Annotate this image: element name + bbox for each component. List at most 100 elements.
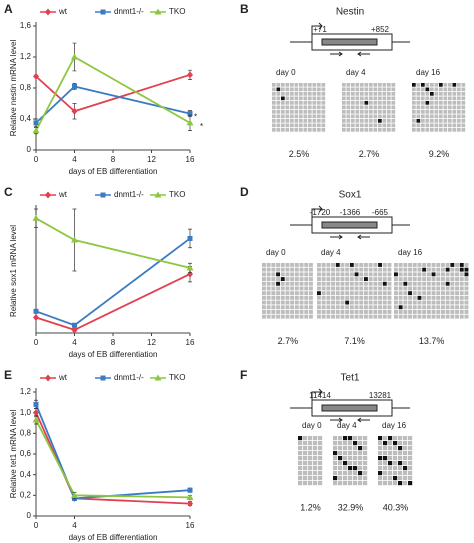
cpg-site xyxy=(464,267,469,272)
cpg-site xyxy=(382,291,387,296)
cpg-site xyxy=(317,110,321,114)
cpg-site xyxy=(378,314,382,319)
cpg-site xyxy=(290,92,294,96)
cpg-site xyxy=(464,291,469,296)
y-tick-label: 0,6 xyxy=(20,449,32,458)
data-point xyxy=(71,326,78,334)
cpg-site xyxy=(355,114,360,119)
cpg-site xyxy=(321,277,326,281)
cpg-site xyxy=(359,267,364,272)
cpg-site xyxy=(387,272,392,277)
cpg-site xyxy=(290,314,295,319)
cpg-site xyxy=(333,451,338,456)
cpg-site xyxy=(403,451,408,456)
cpg-site xyxy=(439,114,443,119)
cpg-site xyxy=(308,471,313,476)
cpg-site xyxy=(408,267,412,272)
cpg-site xyxy=(304,272,309,277)
cpg-site xyxy=(290,305,295,310)
cpg-site xyxy=(455,272,459,277)
cpg-site xyxy=(313,446,318,451)
cpg-site xyxy=(364,300,368,305)
cpg-site xyxy=(271,295,276,300)
cpg-site xyxy=(345,263,350,267)
cpg-site xyxy=(338,481,343,486)
cpg-site xyxy=(452,114,457,119)
cpg-site xyxy=(276,272,280,277)
x-tick-label: 4 xyxy=(72,155,77,164)
cpg-site xyxy=(271,267,276,272)
data-point xyxy=(33,401,39,407)
data-point xyxy=(71,53,78,60)
cpg-site xyxy=(393,446,398,451)
cpg-site xyxy=(276,128,281,132)
cpg-site xyxy=(346,123,351,128)
cpg-site xyxy=(272,119,276,123)
data-point xyxy=(186,119,194,126)
cpg-site xyxy=(431,291,436,296)
cpg-site xyxy=(363,441,368,446)
cpg-site xyxy=(280,263,285,267)
cpg-site xyxy=(387,114,391,119)
cpg-site xyxy=(318,471,323,476)
cpg-site xyxy=(387,101,391,105)
cpg-site xyxy=(272,114,276,119)
cpg-site xyxy=(355,101,360,105)
cpg-site xyxy=(364,291,368,296)
cpg-site xyxy=(364,96,369,101)
data-point xyxy=(32,416,40,423)
tss-arrow xyxy=(311,388,323,400)
cpg-site xyxy=(421,83,425,87)
cpg-site xyxy=(298,476,303,481)
cpg-site xyxy=(391,105,396,110)
cpg-site xyxy=(403,441,408,446)
cpg-site xyxy=(452,128,457,132)
cpg-site xyxy=(313,456,318,461)
cpg-site xyxy=(272,96,276,101)
cpg-site xyxy=(317,96,321,101)
cpg-site xyxy=(398,286,403,291)
cpg-site xyxy=(408,466,413,471)
cpg-site xyxy=(369,110,373,114)
cpg-site xyxy=(383,471,388,476)
cpg-site xyxy=(299,101,303,105)
cpg-site xyxy=(426,305,431,310)
data-point xyxy=(32,214,40,221)
cpg-site xyxy=(373,128,378,132)
cpg-site xyxy=(422,263,427,267)
cpg-site xyxy=(281,96,285,101)
cpg-site xyxy=(318,436,323,441)
cpg-site xyxy=(303,83,308,87)
legend-marker xyxy=(45,8,51,16)
cpg-site xyxy=(421,96,425,101)
cpg-site xyxy=(317,114,321,119)
data-point xyxy=(33,308,39,314)
cpg-site xyxy=(359,305,364,310)
cpg-site xyxy=(431,281,436,286)
series-line xyxy=(35,412,191,505)
cpg-site xyxy=(455,281,459,286)
cpg-site xyxy=(417,314,422,319)
cpg-site xyxy=(403,295,408,300)
cpg-site xyxy=(436,300,441,305)
cpg-site xyxy=(294,123,299,128)
cpg-site xyxy=(294,286,299,291)
percent-label: 1.2% xyxy=(300,502,321,512)
cpg-site xyxy=(331,277,335,281)
cpg-site xyxy=(373,291,378,296)
cpg-site xyxy=(343,471,348,476)
cpg-site xyxy=(425,123,430,128)
cpg-site xyxy=(417,300,422,305)
cpg-site xyxy=(434,87,439,92)
cpg-site xyxy=(312,101,317,105)
cpg-site xyxy=(326,291,331,296)
cpg-site xyxy=(281,123,285,128)
cpg-site xyxy=(271,286,276,291)
cpg-site xyxy=(425,83,430,87)
cpg-site xyxy=(430,110,434,114)
cpg-site xyxy=(308,114,312,119)
cpg-site xyxy=(299,310,304,314)
cpg-site xyxy=(408,305,412,310)
cpg-site xyxy=(461,92,466,96)
legend-marker xyxy=(45,191,51,199)
